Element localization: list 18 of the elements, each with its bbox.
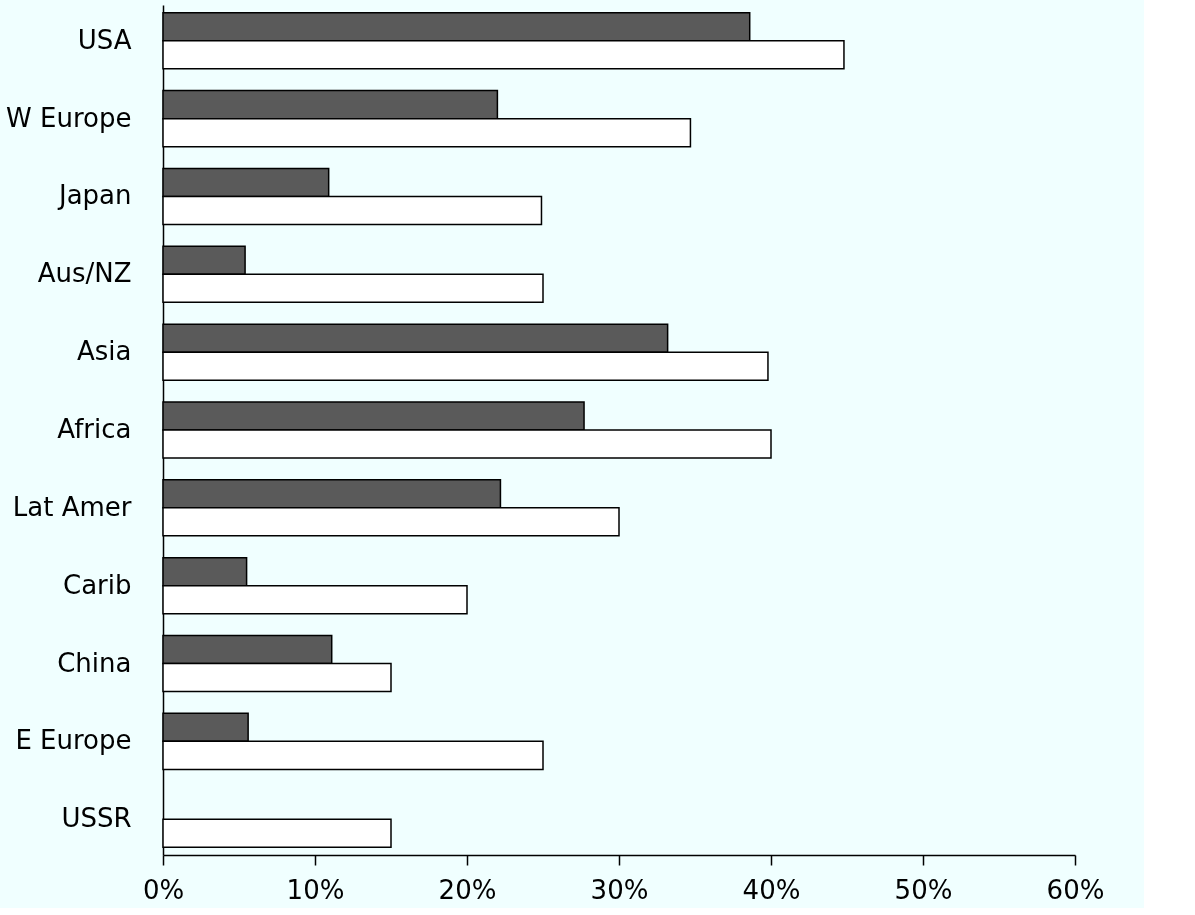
x-tick-label: 30% [590, 874, 649, 905]
y-tick-label: USSR [61, 803, 132, 834]
y-tick-label: Carib [62, 569, 132, 600]
y-tick-label: Lat Amer [12, 491, 132, 522]
y-tick-label: Aus/NZ [37, 258, 132, 289]
y-tick-label: W Europe [6, 102, 132, 133]
x-tick-label: 0% [142, 874, 185, 905]
y-tick-label: China [57, 647, 132, 678]
x-tick-label: 10% [286, 874, 345, 905]
y-tick-label: Africa [57, 414, 132, 444]
y-tick-label: Asia [77, 336, 132, 367]
y-tick-label: Japan [56, 180, 132, 211]
x-tick-label: 60% [1046, 874, 1105, 905]
y-tick-label: USA [77, 24, 132, 55]
y-tick-label: E Europe [15, 725, 132, 756]
x-tick-label: 20% [438, 874, 497, 905]
x-tick-label: 50% [894, 874, 953, 905]
x-tick-label: 40% [742, 874, 801, 905]
